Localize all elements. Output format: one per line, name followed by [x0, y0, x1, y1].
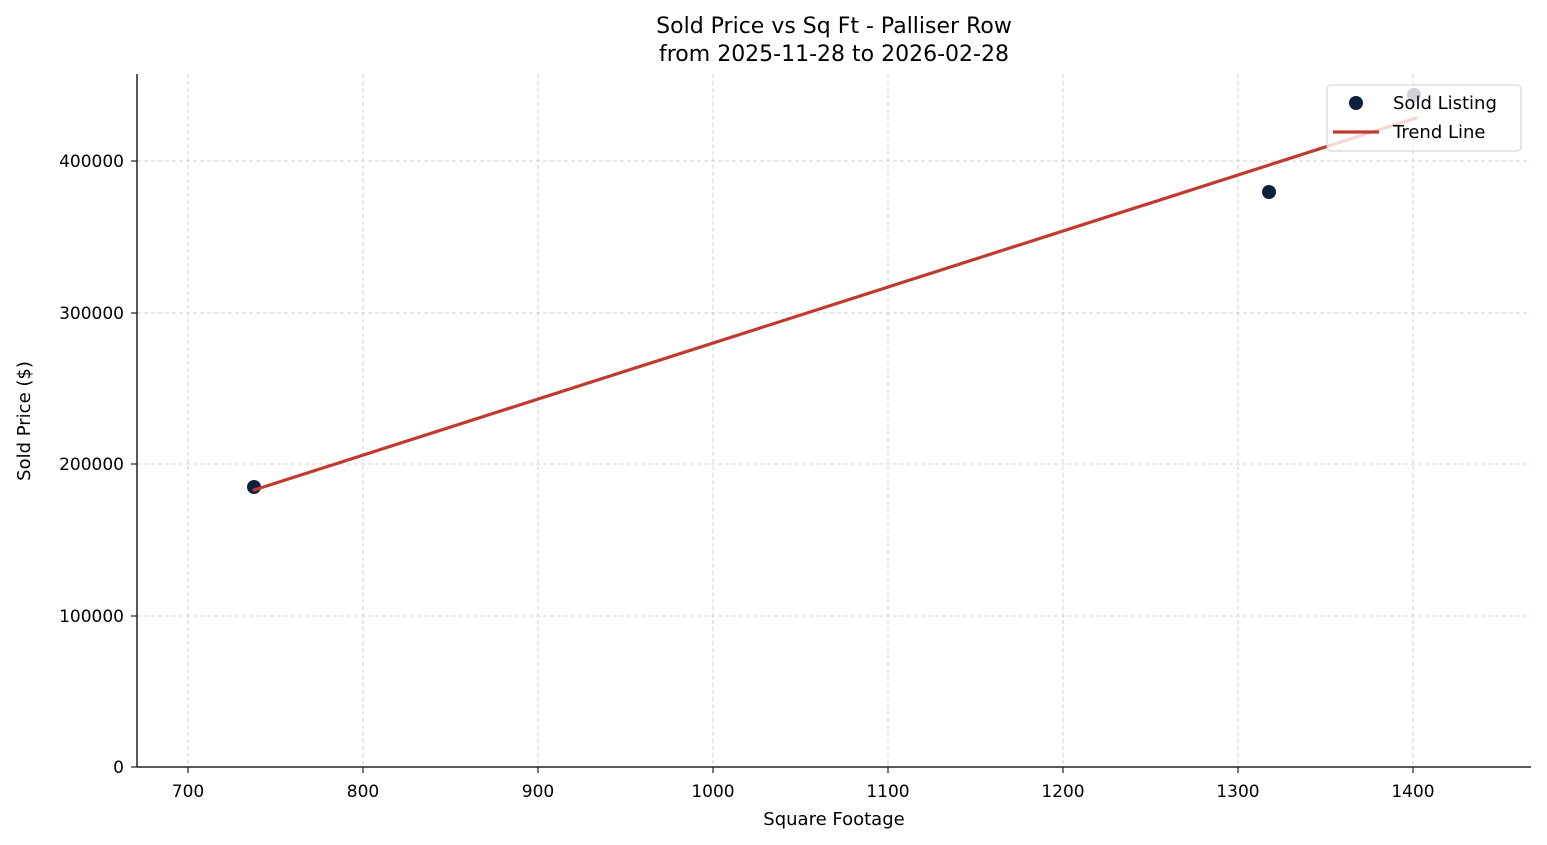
y-tick-label: 200000: [59, 455, 124, 475]
legend-label-line: Trend Line: [1392, 122, 1486, 143]
scatter-points: [247, 88, 1421, 494]
y-ticks: [131, 160, 137, 768]
x-tick-label: 700: [172, 782, 204, 802]
y-tick-label: 300000: [59, 304, 124, 324]
x-tick-labels: 700 800 900 1000 1100 1200 1300 1400: [172, 782, 1435, 802]
data-point: [1262, 185, 1276, 199]
legend-label-scatter: Sold Listing: [1393, 93, 1497, 114]
y-tick-label: 0: [113, 758, 124, 778]
x-tick-label: 1100: [866, 782, 909, 802]
x-ticks: [187, 767, 1414, 773]
x-tick-label: 1000: [691, 782, 734, 802]
y-axis-label: Sold Price ($): [14, 361, 35, 481]
legend-marker-scatter: [1349, 96, 1363, 110]
chart-title-line2: from 2025-11-28 to 2026-02-28: [659, 42, 1009, 67]
y-tick-labels: 0 100000 200000 300000 400000: [59, 152, 124, 778]
y-tick-label: 100000: [59, 607, 124, 627]
x-axis-label: Square Footage: [763, 809, 904, 830]
x-tick-label: 1200: [1041, 782, 1084, 802]
y-tick-label: 400000: [59, 152, 124, 172]
x-tick-label: 1400: [1391, 782, 1434, 802]
chart-title-line1: Sold Price vs Sq Ft - Palliser Row: [656, 14, 1012, 39]
x-tick-label: 900: [522, 782, 554, 802]
x-tick-label: 800: [347, 782, 379, 802]
x-tick-label: 1300: [1216, 782, 1259, 802]
legend: Sold Listing Trend Line: [1326, 84, 1522, 152]
trend-line: [252, 116, 1418, 492]
x-gridlines: [187, 74, 1414, 767]
y-gridlines: [137, 160, 1531, 617]
